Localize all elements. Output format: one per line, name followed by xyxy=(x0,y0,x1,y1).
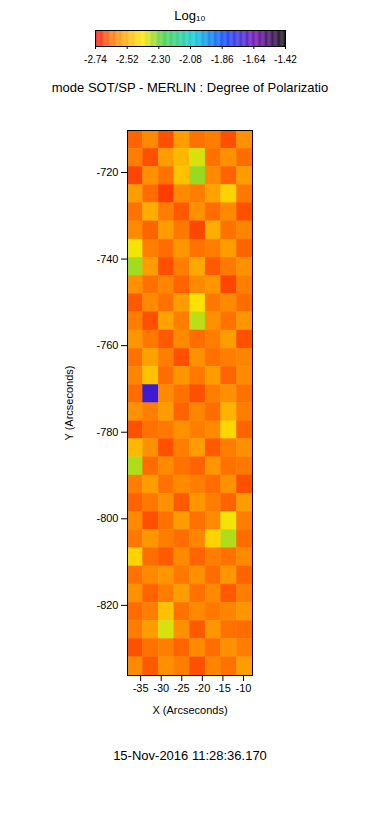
svg-text:-30: -30 xyxy=(153,682,169,694)
svg-text:-1.86: -1.86 xyxy=(211,54,234,65)
svg-text:-15: -15 xyxy=(215,682,231,694)
svg-text:-1.64: -1.64 xyxy=(242,54,265,65)
svg-text:-25: -25 xyxy=(174,682,190,694)
svg-text:-760: -760 xyxy=(96,339,118,351)
svg-text:-720: -720 xyxy=(96,166,118,178)
svg-text:-800: -800 xyxy=(96,512,118,524)
svg-text:Y (Arcseconds): Y (Arcseconds) xyxy=(63,366,75,441)
html-text:Log₁₀: Log₁₀ xyxy=(174,8,206,23)
svg-text:-820: -820 xyxy=(96,599,118,611)
svg-text:-2.74: -2.74 xyxy=(84,54,107,65)
svg-text:-20: -20 xyxy=(194,682,210,694)
svg-text:-35: -35 xyxy=(133,682,149,694)
html-text:mode SOT/SP - MERLIN : Degree: mode SOT/SP - MERLIN : Degree of Polariz… xyxy=(51,80,329,95)
svg-text:-2.52: -2.52 xyxy=(116,54,139,65)
svg-text:X (Arcseconds): X (Arcseconds) xyxy=(152,704,227,716)
svg-text:-10: -10 xyxy=(236,682,252,694)
svg-text:-1.42: -1.42 xyxy=(274,54,297,65)
svg-text:-2.08: -2.08 xyxy=(179,54,202,65)
svg-text:-780: -780 xyxy=(96,426,118,438)
svg-text:-2.30: -2.30 xyxy=(147,54,170,65)
html-text:15-Nov-2016 11:28:36.170: 15-Nov-2016 11:28:36.170 xyxy=(113,748,267,763)
svg-text:-740: -740 xyxy=(96,253,118,265)
